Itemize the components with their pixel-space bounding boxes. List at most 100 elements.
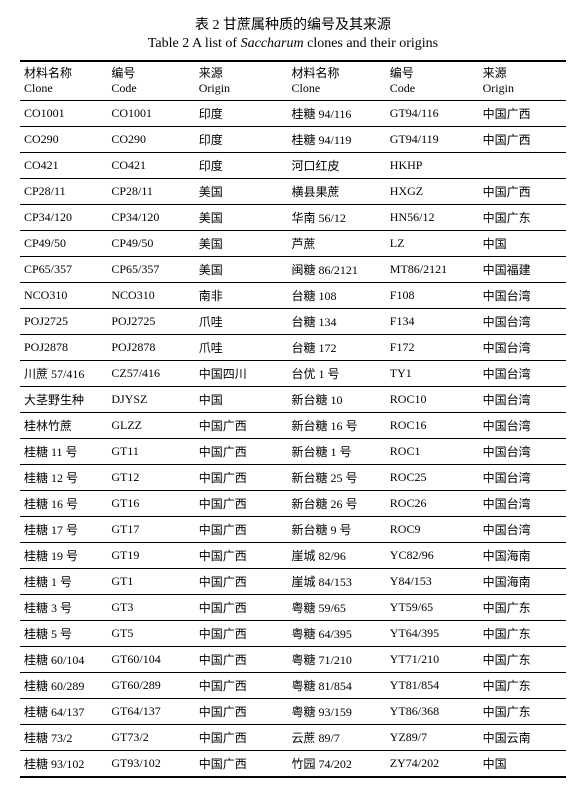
cell: 中国广西	[195, 465, 288, 491]
cell: 桂糖 12 号	[20, 465, 107, 491]
cell: 新台糖 25 号	[288, 465, 386, 491]
cell: POJ2878	[20, 335, 107, 361]
th-origin-2: 来源 Origin	[479, 61, 566, 101]
cell: ROC10	[386, 387, 479, 413]
cell: 中国台湾	[479, 491, 566, 517]
caption-en: Table 2 A list of Saccharum clones and t…	[20, 36, 566, 52]
table-row: 桂糖 19 号GT19中国广西崖城 82/96YC82/96中国海南	[20, 543, 566, 569]
cell: YT71/210	[386, 647, 479, 673]
th-clone-2-en: Clone	[292, 81, 382, 96]
cell: GT64/137	[107, 699, 194, 725]
th-code-1-cn: 编号	[111, 66, 135, 80]
caption-en-suffix: clones and their origins	[304, 36, 439, 51]
th-code-1: 编号 Code	[107, 61, 194, 101]
th-origin-2-en: Origin	[483, 81, 562, 96]
cell: GT11	[107, 439, 194, 465]
table-body: CO1001CO1001印度桂糖 94/116GT94/116中国广西CO290…	[20, 101, 566, 778]
cell: 中国广西	[195, 595, 288, 621]
table-row: CO1001CO1001印度桂糖 94/116GT94/116中国广西	[20, 101, 566, 127]
cell: 中国广东	[479, 673, 566, 699]
th-code-2-cn: 编号	[390, 66, 414, 80]
table-row: 桂糖 60/289GT60/289中国广西粤糖 81/854YT81/854中国…	[20, 673, 566, 699]
cell: 中国广西	[195, 413, 288, 439]
cell: GT93/102	[107, 751, 194, 778]
cell: 桂糖 17 号	[20, 517, 107, 543]
cell: 桂糖 93/102	[20, 751, 107, 778]
cell: 爪哇	[195, 309, 288, 335]
cell: 新台糖 1 号	[288, 439, 386, 465]
cell: 桂糖 19 号	[20, 543, 107, 569]
cell: 中国广西	[195, 751, 288, 778]
cell: 桂糖 64/137	[20, 699, 107, 725]
cell: GT16	[107, 491, 194, 517]
cell: 美国	[195, 257, 288, 283]
cell: 中国广东	[479, 621, 566, 647]
cell: 中国广西	[195, 647, 288, 673]
cell: 中国广东	[479, 205, 566, 231]
cell: GT60/289	[107, 673, 194, 699]
cell: 台糖 108	[288, 283, 386, 309]
cell: NCO310	[107, 283, 194, 309]
cell: 中国广西	[479, 101, 566, 127]
table-row: 桂糖 1 号GT1中国广西崖城 84/153Y84/153中国海南	[20, 569, 566, 595]
cell: TY1	[386, 361, 479, 387]
cell: YC82/96	[386, 543, 479, 569]
cell: CP28/11	[107, 179, 194, 205]
th-clone-1: 材料名称 Clone	[20, 61, 107, 101]
cell: 中国广东	[479, 647, 566, 673]
cell: 中国广西	[195, 569, 288, 595]
cell: 新台糖 16 号	[288, 413, 386, 439]
cell: 中国台湾	[479, 517, 566, 543]
th-code-2-en: Code	[390, 81, 475, 96]
cell: 芦蔗	[288, 231, 386, 257]
cell: ROC16	[386, 413, 479, 439]
cell: 崖城 82/96	[288, 543, 386, 569]
cell: 中国广西	[479, 127, 566, 153]
cell: GT1	[107, 569, 194, 595]
table-row: 川蔗 57/416CZ57/416中国四川台优 1 号TY1中国台湾	[20, 361, 566, 387]
cell: GT60/104	[107, 647, 194, 673]
cell: ROC26	[386, 491, 479, 517]
cell: CO290	[107, 127, 194, 153]
cell: 中国台湾	[479, 413, 566, 439]
cell: 中国广西	[479, 179, 566, 205]
th-clone-1-cn: 材料名称	[24, 66, 72, 80]
cell: 中国云南	[479, 725, 566, 751]
cell: 中国台湾	[479, 439, 566, 465]
cell: NCO310	[20, 283, 107, 309]
cell: MT86/2121	[386, 257, 479, 283]
cell: CP34/120	[107, 205, 194, 231]
table-row: 桂糖 5 号GT5中国广西粤糖 64/395YT64/395中国广东	[20, 621, 566, 647]
th-code-2: 编号 Code	[386, 61, 479, 101]
table-row: POJ2725POJ2725爪哇台糖 134F134中国台湾	[20, 309, 566, 335]
cell: 桂糖 16 号	[20, 491, 107, 517]
cell: CO1001	[107, 101, 194, 127]
cell: GLZZ	[107, 413, 194, 439]
cell: YT86/368	[386, 699, 479, 725]
table-row: 桂糖 16 号GT16中国广西新台糖 26 号ROC26中国台湾	[20, 491, 566, 517]
cell: 新台糖 9 号	[288, 517, 386, 543]
cell: 中国广东	[479, 595, 566, 621]
cell: CO421	[107, 153, 194, 179]
table-row: CO290CO290印度桂糖 94/119GT94/119中国广西	[20, 127, 566, 153]
cell: ROC1	[386, 439, 479, 465]
th-code-1-en: Code	[111, 81, 190, 96]
cell: ROC9	[386, 517, 479, 543]
cell: LZ	[386, 231, 479, 257]
cell: 台优 1 号	[288, 361, 386, 387]
cell: 中国广西	[195, 621, 288, 647]
cell: 美国	[195, 205, 288, 231]
cell: 华南 56/12	[288, 205, 386, 231]
caption-cn: 表 2 甘蔗属种质的编号及其来源	[20, 14, 566, 34]
cell: 印度	[195, 127, 288, 153]
cell: 美国	[195, 231, 288, 257]
table-row: 桂糖 64/137GT64/137中国广西粤糖 93/159YT86/368中国…	[20, 699, 566, 725]
cell: F134	[386, 309, 479, 335]
cell: 横县果蔗	[288, 179, 386, 205]
table-row: CP65/357CP65/357美国闽糖 86/2121MT86/2121中国福…	[20, 257, 566, 283]
cell: HN56/12	[386, 205, 479, 231]
table-row: NCO310NCO310南非台糖 108F108中国台湾	[20, 283, 566, 309]
cell: 河口红皮	[288, 153, 386, 179]
cell: 桂糖 94/116	[288, 101, 386, 127]
cell: 中国	[479, 751, 566, 778]
